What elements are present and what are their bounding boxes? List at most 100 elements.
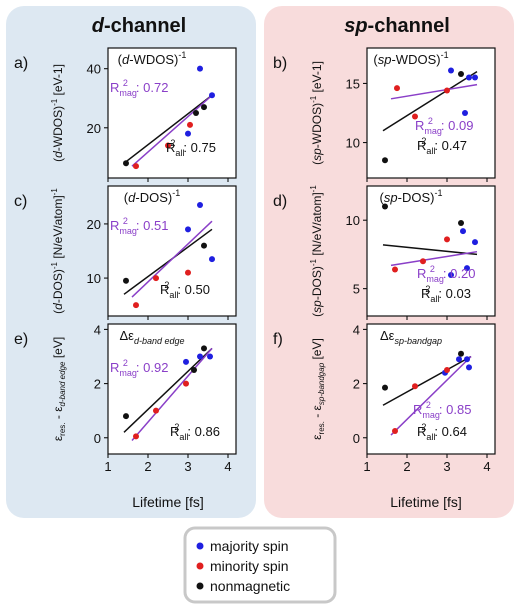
data-point-minority — [133, 433, 139, 440]
panel-series-title: (d-WDOS)-1 — [118, 50, 187, 67]
data-point-nonmagnetic — [382, 157, 388, 164]
fit-line-all — [382, 244, 478, 256]
r-squared-label: Rmag2: 0.51 — [110, 216, 168, 236]
data-point-nonmagnetic — [191, 367, 197, 374]
y-tick-label: 4 — [353, 322, 360, 337]
data-point-majority — [448, 67, 454, 74]
data-point-majority — [209, 92, 215, 99]
panel-series-title: (sp-DOS)-1 — [380, 188, 443, 205]
r-squared-label: Rall2: 0.50 — [160, 280, 210, 300]
plot-area — [107, 323, 237, 455]
fit-line-all — [123, 94, 213, 164]
panel-c: c) 10 20 (d-DOS)-1 [N/eV/atom]-1 (d-DOS)-1 Rm… — [14, 185, 237, 320]
panel-series-title: (d-DOS)-1 — [124, 188, 180, 205]
plot-area — [107, 185, 237, 317]
r-squared-label: Rmag2: 0.72 — [110, 78, 168, 98]
legend-label: minority spin — [210, 558, 289, 574]
column-title: sp-channel — [344, 15, 450, 37]
y-axis-label: (d-DOS)-1 [N/eV/atom]-1 — [50, 188, 65, 314]
fit-line-magnetic — [131, 220, 213, 298]
data-point-minority — [412, 383, 418, 390]
y-tick-label: 0 — [94, 431, 101, 446]
data-point-majority — [209, 256, 215, 263]
panel-f: f) 1 2 3 4 0 2 4 εres. - εsp-bandgap [eV] Δεsp-ba… — [273, 322, 496, 474]
data-point-nonmagnetic — [458, 219, 464, 226]
y-tick-label: 2 — [353, 377, 360, 392]
y-axis-label: εres. - εsp-bandgap [eV] — [310, 338, 326, 440]
y-axis-label: (d-WDOS)-1 [eV-1] — [50, 64, 65, 162]
fit-line-all — [123, 347, 213, 433]
data-point-majority — [464, 356, 470, 363]
data-point-nonmagnetic — [382, 384, 388, 391]
y-axis-label: (sp-WDOS)-1 [eV-1] — [309, 61, 324, 165]
data-point-minority — [444, 236, 450, 243]
y-tick-label: 10 — [346, 136, 360, 151]
data-point-majority — [207, 353, 213, 360]
data-point-majority — [185, 130, 191, 137]
data-point-majority — [464, 265, 470, 272]
y-tick-label: 2 — [94, 377, 101, 392]
fit-line-magnetic — [390, 355, 472, 436]
legend-marker-majority — [196, 542, 204, 550]
fit-line-all — [123, 228, 213, 295]
plot-area — [366, 185, 496, 317]
plot-area — [107, 47, 237, 179]
data-point-nonmagnetic — [382, 203, 388, 210]
legend-label: majority spin — [210, 538, 289, 554]
y-tick-label: 4 — [94, 322, 101, 337]
data-point-minority — [153, 275, 159, 282]
x-tick-label: 2 — [144, 459, 151, 474]
data-point-majority — [456, 356, 462, 363]
data-point-nonmagnetic — [201, 242, 207, 249]
data-point-minority — [187, 121, 193, 128]
y-axis-label: (sp-DOS)-1 [N/eV/atom]-1 — [309, 185, 324, 317]
data-point-majority — [197, 201, 203, 208]
x-tick-label: 1 — [363, 459, 370, 474]
y-tick-label: 20 — [87, 217, 101, 232]
fit-line-magnetic — [390, 83, 478, 100]
fit-line-all — [382, 71, 478, 132]
data-point-majority — [448, 271, 454, 278]
data-point-minority — [394, 85, 400, 92]
data-point-majority — [185, 226, 191, 233]
data-point-majority — [462, 110, 468, 116]
panel-letter: f) — [273, 331, 283, 348]
data-point-minority — [153, 407, 159, 414]
x-tick-label: 3 — [184, 459, 191, 474]
panel-series-title: Δεsp-bandgap — [380, 328, 442, 346]
x-axis-label: Lifetime [fs] — [132, 494, 204, 510]
plot-area — [366, 47, 496, 179]
data-point-majority — [466, 74, 472, 81]
y-tick-label: 15 — [346, 76, 360, 91]
legend-label: nonmagnetic — [210, 578, 290, 594]
x-tick-label: 3 — [443, 459, 450, 474]
data-point-nonmagnetic — [193, 110, 199, 116]
x-tick-label: 4 — [224, 459, 231, 474]
y-axis-label: εres. - εd-band edge [eV] — [51, 337, 67, 441]
panel-series-title: Δεd-band edge — [119, 328, 184, 346]
data-point-nonmagnetic — [201, 345, 207, 352]
y-tick-label: 20 — [87, 121, 101, 136]
x-axis-label: Lifetime [fs] — [390, 494, 462, 510]
panel-series-title: (sp-WDOS)-1 — [373, 50, 448, 67]
y-tick-label: 10 — [87, 271, 101, 286]
y-tick-label: 0 — [353, 431, 360, 446]
y-tick-label: 40 — [87, 62, 101, 77]
r-squared-label: Rmag2: 0.09 — [415, 116, 473, 136]
data-point-minority — [444, 367, 450, 374]
data-point-majority — [197, 353, 203, 360]
panel-b: b) 10 15 (sp-WDOS)-1 [eV-1] (sp-WDOS)-1 Rmag2… — [273, 47, 496, 182]
r-squared-label: Rmag2: 0.92 — [110, 358, 168, 378]
y-tick-label: 10 — [346, 213, 360, 228]
data-point-minority — [133, 302, 139, 309]
data-point-nonmagnetic — [201, 104, 207, 111]
data-point-majority — [472, 74, 478, 81]
data-point-nonmagnetic — [458, 71, 464, 77]
fit-line-all — [382, 355, 472, 406]
data-point-minority — [444, 87, 450, 94]
data-point-minority — [392, 266, 398, 273]
r-squared-label: Rmag2: 0.20 — [417, 264, 475, 284]
panel-e: e) 1 2 3 4 0 2 4 εres. - εd-band edge [eV] Δεd-ba… — [14, 322, 237, 474]
panel-d: d) 5 10 (sp-DOS)-1 [N/eV/atom]-1 (sp-DOS)-1 R… — [273, 185, 496, 320]
